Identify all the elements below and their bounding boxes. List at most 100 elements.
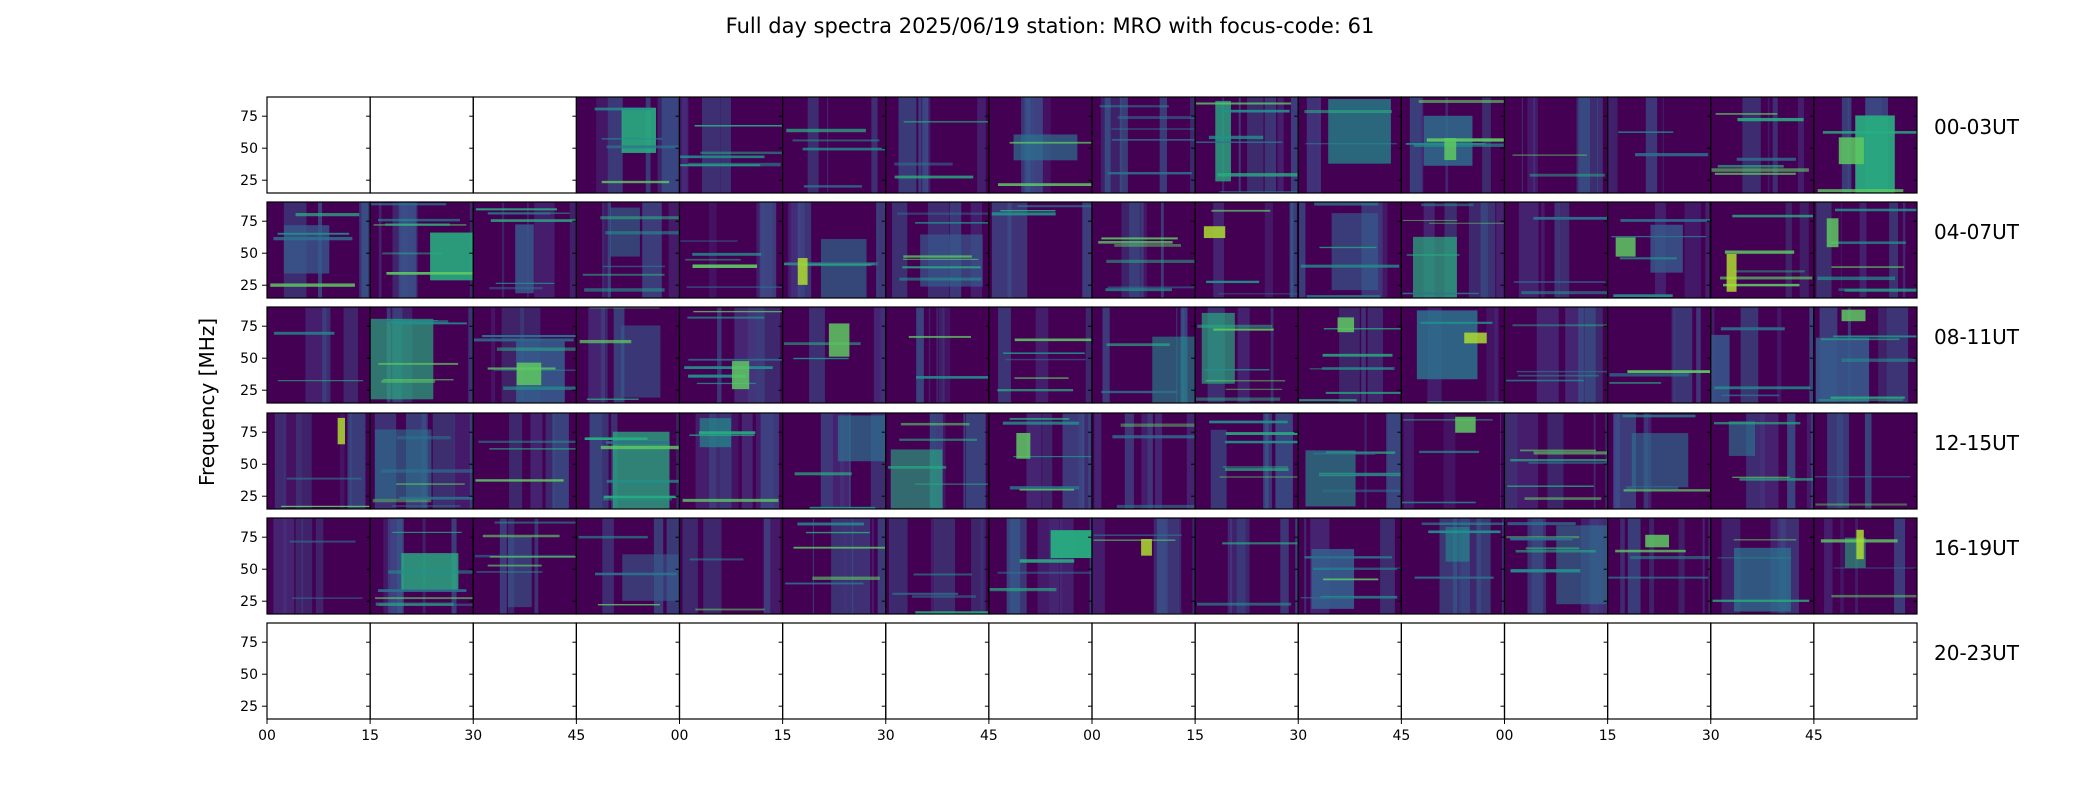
panel-r5-c6 — [885, 622, 990, 720]
panel-r4-c2 — [472, 517, 577, 615]
spectrum-background — [1607, 97, 1711, 193]
panel-r3-c11 — [1400, 412, 1506, 510]
panel-r2-c5 — [782, 306, 887, 404]
panel-frame — [1297, 622, 1402, 720]
panel-frame — [1813, 96, 1918, 194]
panel-r3-c3 — [575, 412, 681, 510]
x-tick-label: 30 — [464, 728, 482, 744]
x-tick-label: 45 — [567, 728, 585, 744]
panel-frame — [266, 622, 371, 720]
panel-r0-c11 — [1400, 96, 1506, 194]
panel-r1-c10 — [1297, 201, 1402, 299]
panel-frame — [1710, 622, 1815, 720]
panel-r3-c12 — [1503, 412, 1609, 510]
spectrum-background — [679, 307, 783, 403]
panel-r2-c4 — [678, 306, 784, 404]
x-tick-label: 30 — [1289, 728, 1307, 744]
panel-r3-c10 — [1297, 412, 1402, 510]
x-tick-label: 45 — [1805, 728, 1823, 744]
panel-r2-c11 — [1400, 306, 1506, 404]
spectrum-background — [885, 518, 989, 614]
y-tick-label: 75 — [240, 635, 258, 651]
row-label-00-03ut: 00-03UT — [1934, 115, 2020, 139]
panel-r2-c13 — [1607, 306, 1712, 404]
panel-r4-c9 — [1194, 517, 1299, 615]
panel-r5-c14 — [1710, 622, 1815, 720]
panel-r1-c1 — [369, 201, 474, 299]
y-tick-label: 75 — [240, 425, 258, 441]
panel-r2-c8 — [1091, 306, 1196, 404]
y-tick-label: 50 — [240, 667, 258, 683]
panel-frame — [369, 622, 474, 720]
x-tick-label: 45 — [980, 728, 998, 744]
panel-r5-c8 — [1091, 622, 1196, 720]
panel-r4-c4 — [678, 517, 784, 615]
panel-frame — [575, 622, 681, 720]
panel-frame — [472, 622, 577, 720]
panel-r5-c11 — [1400, 622, 1506, 720]
panel-r4-c10 — [1297, 517, 1402, 615]
panel-r4-c12 — [1503, 517, 1609, 615]
x-tick-label: 00 — [258, 728, 276, 744]
panel-r5-c4 — [678, 622, 784, 720]
panel-r5-c5 — [782, 622, 887, 720]
panel-r1-c15 — [1813, 201, 1918, 299]
panel-r0-c1 — [369, 96, 474, 194]
panel-frame — [1813, 306, 1918, 404]
y-tick-label: 25 — [240, 699, 258, 715]
spectrum-background — [1092, 202, 1196, 298]
panel-frame — [678, 622, 784, 720]
panel-r1-c3 — [575, 201, 681, 299]
panel-r0-c5 — [782, 96, 887, 194]
panel-r3-c0 — [266, 412, 371, 510]
x-tick-label: 00 — [1496, 728, 1514, 744]
panel-frame — [1813, 622, 1918, 720]
panel-r2-c9 — [1194, 306, 1299, 404]
y-tick-label: 50 — [240, 457, 258, 473]
x-tick-label: 15 — [774, 728, 792, 744]
spectrum-background — [782, 97, 886, 193]
panel-r4-c14 — [1710, 517, 1815, 615]
panel-r1-c11 — [1400, 201, 1506, 299]
x-tick-label: 45 — [1392, 728, 1410, 744]
panel-r3-c6 — [885, 412, 990, 510]
panel-r2-c14 — [1710, 306, 1815, 404]
panel-r1-c5 — [782, 201, 887, 299]
panel-frame — [472, 96, 577, 194]
panel-frame — [885, 622, 990, 720]
x-tick-label: 30 — [877, 728, 895, 744]
panel-r3-c14 — [1710, 412, 1815, 510]
row-label-16-19ut: 16-19UT — [1934, 536, 2020, 560]
panel-r2-c2 — [472, 306, 577, 404]
panel-frame — [988, 622, 1093, 720]
panel-r3-c7 — [988, 412, 1093, 510]
panel-r4-c3 — [575, 517, 681, 615]
panel-r3-c2 — [472, 412, 577, 510]
panel-frame — [1091, 622, 1196, 720]
panel-r2-c6 — [885, 306, 990, 404]
panel-frame — [1503, 622, 1609, 720]
panel-r0-c2 — [472, 96, 577, 194]
y-tick-label: 75 — [240, 214, 258, 230]
panel-r1-c12 — [1503, 201, 1609, 299]
y-tick-label: 50 — [240, 246, 258, 262]
panel-frame — [266, 96, 371, 194]
panel-r5-c0 — [266, 622, 371, 720]
panel-frame — [369, 96, 474, 194]
panel-frame — [1607, 622, 1712, 720]
spectrum-background — [1401, 413, 1505, 509]
panel-r0-c6 — [885, 96, 990, 194]
panel-r3-c5 — [782, 412, 887, 510]
panel-r1-c7 — [988, 201, 1093, 299]
panel-r1-c14 — [1710, 201, 1815, 299]
panel-r4-c11 — [1400, 517, 1506, 615]
panel-r1-c4 — [678, 201, 784, 299]
panel-r2-c15 — [1813, 306, 1918, 404]
x-tick-label: 00 — [671, 728, 689, 744]
panel-r1-c8 — [1091, 201, 1196, 299]
panel-r5-c1 — [369, 622, 474, 720]
x-tick-label: 15 — [361, 728, 379, 744]
panel-r2-c1 — [369, 306, 474, 404]
panel-r2-c7 — [988, 306, 1093, 404]
